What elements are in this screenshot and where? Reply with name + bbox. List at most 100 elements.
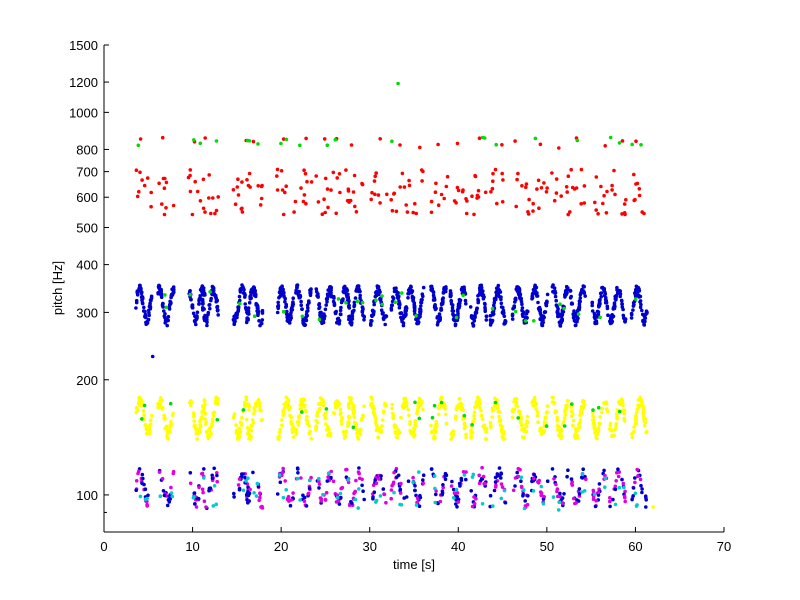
data-point — [519, 299, 524, 304]
data-point — [622, 417, 627, 422]
data-point — [276, 300, 281, 305]
data-point — [281, 137, 286, 141]
data-point — [411, 480, 415, 485]
data-point — [347, 299, 351, 303]
data-point — [462, 285, 466, 290]
data-point — [289, 498, 294, 502]
data-point — [524, 185, 528, 190]
data-point — [443, 471, 448, 476]
data-point — [482, 482, 486, 486]
data-point — [200, 306, 205, 310]
data-point — [323, 498, 328, 502]
data-point — [605, 189, 609, 194]
data-point — [349, 318, 353, 322]
data-point — [309, 475, 313, 480]
data-point — [500, 143, 504, 147]
data-point — [289, 310, 293, 315]
data-point — [237, 486, 242, 491]
data-point — [419, 304, 423, 308]
data-point — [525, 414, 530, 419]
data-point — [142, 305, 146, 310]
data-point — [634, 421, 638, 425]
data-point — [473, 405, 477, 409]
data-point — [339, 422, 344, 426]
data-point — [358, 293, 363, 298]
data-point — [520, 184, 524, 188]
data-point — [475, 306, 480, 311]
data-point — [622, 211, 627, 215]
data-point — [240, 206, 244, 211]
data-point — [145, 504, 149, 508]
data-point — [492, 296, 497, 301]
data-point — [445, 174, 450, 179]
data-point — [544, 420, 548, 425]
data-point — [204, 420, 208, 425]
data-point — [580, 472, 585, 476]
data-point — [306, 309, 310, 313]
data-point — [216, 308, 220, 312]
data-point — [347, 421, 351, 425]
data-point — [202, 398, 207, 402]
data-point — [307, 299, 311, 303]
data-point — [469, 489, 474, 493]
data-point — [563, 410, 567, 414]
data-point — [635, 467, 639, 472]
data-point — [432, 474, 437, 478]
data-point — [514, 401, 519, 406]
data-point — [307, 486, 312, 491]
data-point — [256, 311, 260, 315]
data-point — [135, 293, 140, 297]
data-point — [551, 495, 556, 499]
data-point — [277, 473, 282, 477]
data-point — [136, 143, 141, 148]
data-point — [593, 321, 598, 326]
data-point — [622, 485, 626, 490]
data-point — [495, 398, 499, 402]
data-point — [535, 294, 540, 298]
data-point — [413, 419, 418, 423]
data-point — [414, 503, 419, 507]
data-point — [380, 302, 385, 307]
data-point — [513, 297, 517, 301]
data-point — [558, 320, 563, 325]
data-point — [383, 322, 388, 327]
data-point — [434, 424, 438, 428]
data-point — [232, 491, 236, 496]
data-point — [202, 467, 206, 471]
data-point — [279, 169, 284, 173]
data-point — [280, 423, 284, 428]
data-point — [556, 312, 560, 317]
data-point — [415, 411, 419, 416]
data-point — [284, 395, 289, 400]
data-point — [303, 408, 308, 413]
data-point — [456, 500, 461, 504]
data-point — [594, 208, 598, 212]
data-point — [557, 500, 562, 505]
data-point — [233, 315, 237, 320]
data-point — [436, 412, 441, 417]
data-point — [406, 408, 411, 412]
data-point — [502, 314, 507, 319]
data-point — [433, 486, 437, 491]
data-point — [193, 502, 197, 506]
data-point — [472, 417, 477, 421]
data-point — [371, 495, 375, 499]
data-point — [249, 424, 254, 428]
data-point — [235, 185, 240, 189]
data-point — [384, 314, 389, 319]
data-point — [524, 182, 529, 186]
data-point — [391, 296, 396, 301]
data-point — [434, 492, 438, 497]
data-point — [600, 285, 604, 290]
data-point — [543, 416, 547, 421]
data-point — [202, 291, 207, 296]
data-point — [289, 316, 294, 320]
data-point — [436, 203, 441, 207]
data-point — [403, 306, 408, 310]
data-point — [317, 407, 322, 411]
data-point — [497, 414, 501, 419]
data-point — [574, 323, 578, 328]
data-point — [294, 428, 299, 432]
data-point — [579, 406, 584, 411]
